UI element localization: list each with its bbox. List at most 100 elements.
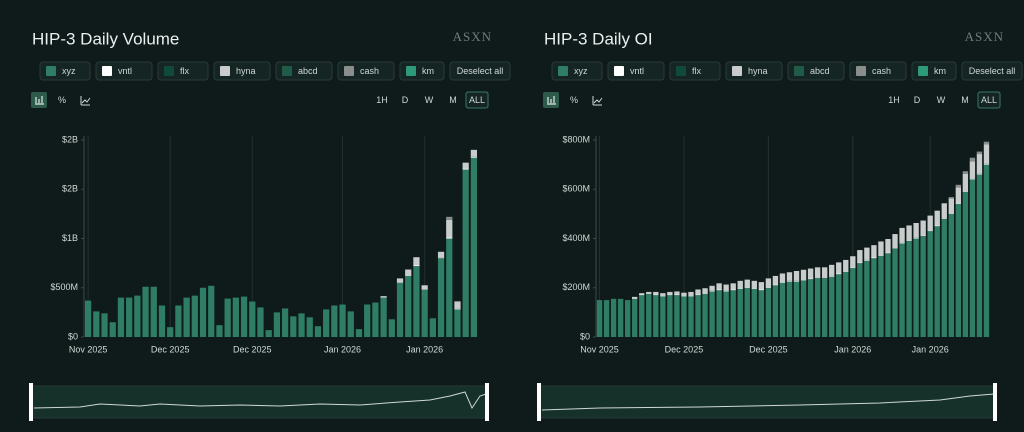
bar-segment (208, 285, 215, 337)
bar-segment (800, 280, 807, 337)
timeframe-active[interactable] (465, 91, 489, 109)
navigator-line (541, 393, 995, 411)
bar-segment (723, 284, 729, 291)
percent-mode[interactable]: % (58, 95, 66, 105)
bar-segment (603, 300, 610, 337)
timeframe-button[interactable]: ALL (981, 95, 997, 105)
bar-segment (772, 285, 779, 337)
bar-segment (850, 268, 856, 337)
bar-segment (667, 294, 673, 296)
x-tick-label: Dec 2025 (665, 344, 704, 354)
bar-segment (653, 295, 659, 337)
bar-segment (913, 237, 919, 239)
bar-segment (695, 295, 701, 337)
timeframe-button[interactable]: 1H (376, 95, 388, 105)
legend-swatch (344, 66, 354, 76)
timeframe-active[interactable] (977, 91, 1001, 109)
deselect-button[interactable] (449, 61, 511, 81)
bar-segment (758, 282, 765, 290)
bar-segment (913, 238, 919, 337)
bar-segment (421, 285, 428, 290)
bar-segment (800, 279, 807, 281)
bar-segment (829, 264, 835, 276)
navigator-handle[interactable] (537, 383, 541, 421)
bar-segment (314, 326, 322, 337)
bar-segment (470, 156, 478, 158)
bar-segment (779, 273, 786, 283)
bar-segment (821, 267, 828, 278)
y-tick-label: $2B (62, 134, 78, 144)
percent-mode[interactable]: % (570, 95, 578, 105)
bar-segment (807, 278, 814, 280)
timeframe-button[interactable]: 1H (888, 95, 900, 105)
timeframe-button[interactable]: M (449, 95, 457, 105)
bar-segment (850, 267, 856, 269)
deselect-label: Deselect all (457, 66, 504, 76)
bar-segment (702, 293, 708, 337)
bar-segment (983, 164, 990, 337)
bar-segment (380, 296, 387, 298)
bar-segment (413, 265, 420, 267)
bar-segment (983, 144, 990, 164)
bar-segment (150, 286, 157, 337)
bar-segment (688, 295, 694, 297)
brand: ASXN (965, 29, 1004, 44)
bar-segment (716, 290, 722, 337)
bar-segment (850, 256, 856, 268)
bar-segment (934, 226, 940, 337)
bar-segment (142, 286, 149, 337)
x-tick-label: Dec 2025 (749, 344, 788, 354)
timeframe-button[interactable]: W (937, 95, 946, 105)
line-mode-icon[interactable] (80, 96, 91, 106)
legend-swatch (102, 66, 112, 76)
bar-segment (786, 272, 793, 281)
bar-segment (674, 291, 680, 295)
bar-segment (134, 295, 141, 337)
timeframe-button[interactable]: M (961, 95, 969, 105)
legend-label: flx (180, 66, 190, 76)
bar-segment (446, 216, 453, 220)
bar-segment (646, 291, 652, 294)
timeframe-button[interactable]: ALL (469, 95, 485, 105)
navigator-handle[interactable] (29, 383, 33, 421)
bar-segment (899, 227, 905, 243)
bar-segment (737, 280, 743, 289)
bar-segment (744, 287, 750, 337)
bar-segment (617, 298, 624, 337)
bar-segment (454, 301, 461, 303)
bar-segment (955, 203, 962, 205)
bar-segment (814, 267, 821, 278)
timeframe-button[interactable]: D (402, 95, 409, 105)
legend-swatch (676, 66, 686, 76)
line-mode-icon[interactable] (592, 96, 603, 106)
bar-segment (667, 291, 673, 295)
bar-segment (885, 238, 891, 253)
bar-segment (976, 154, 983, 174)
bar-segment (758, 289, 765, 291)
bar-segment (821, 277, 828, 337)
x-tick-label: Jan 2026 (834, 344, 871, 354)
bar-segment (892, 247, 898, 249)
bar-segment (793, 271, 800, 281)
navigator-handle[interactable] (993, 383, 997, 421)
brand: ASXN (453, 29, 492, 44)
bar-segment (396, 282, 404, 337)
bar-segment (224, 298, 231, 337)
bar-segment (899, 243, 905, 337)
legend-label: hyna (236, 66, 256, 76)
timeframe-button[interactable]: D (914, 95, 921, 105)
deselect-button[interactable] (961, 61, 1023, 81)
navigator-handle[interactable] (485, 383, 489, 421)
y-tick-label: $400M (562, 233, 590, 243)
legend-label: hyna (748, 66, 768, 76)
bar-segment (281, 308, 289, 337)
legend-label: cash (360, 66, 379, 76)
bar-segment (751, 280, 757, 289)
bar-segment (955, 187, 962, 204)
bar-segment (347, 311, 354, 337)
timeframe-button[interactable]: W (425, 95, 434, 105)
bar-segment (199, 287, 207, 337)
chart-title: HIP-3 Daily OI (544, 29, 653, 48)
x-tick-label: Nov 2025 (69, 344, 108, 354)
